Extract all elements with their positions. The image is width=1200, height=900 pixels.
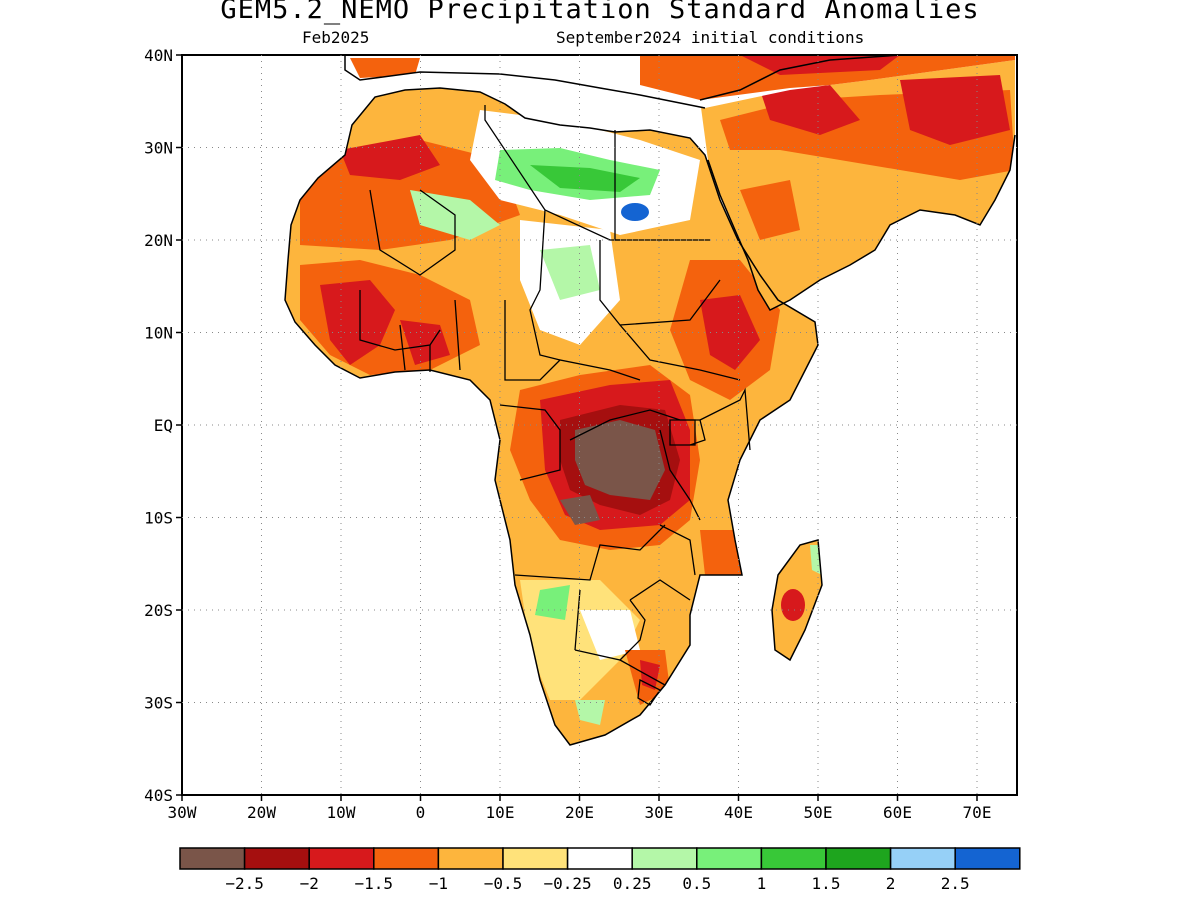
longitude-label: 20W (247, 803, 276, 822)
colorbar-label: 0.25 (613, 874, 652, 893)
country-borders (359, 105, 751, 706)
colorbar-label: −1 (429, 874, 448, 893)
longitude-label: 30W (168, 803, 197, 822)
colorbar-label: 2 (886, 874, 896, 893)
colorbar-swatch (502, 847, 569, 870)
latitude-label: 20N (144, 231, 173, 250)
longitude-label: 30E (645, 803, 674, 822)
colorbar-swatch (889, 847, 956, 870)
forecast-month: Feb2025 (302, 28, 370, 47)
colorbar-label: −2 (300, 874, 319, 893)
longitude-label: 60E (883, 803, 912, 822)
longitude-label: 0 (416, 803, 426, 822)
latitude-axis: 40N 30N 20N 10N EQ 10S 20S 30S 40S (144, 46, 182, 805)
longitude-label: 10W (327, 803, 356, 822)
colorbar-swatch (243, 847, 310, 870)
colorbar-label: −1.5 (355, 874, 394, 893)
colorbar-label: −0.25 (544, 874, 592, 893)
colorbar-swatch (179, 847, 246, 870)
longitude-axis: 30W 20W 10W 0 10E 20E 30E 40E 50E 60E 70E (168, 795, 992, 822)
colorbar-swatch (437, 847, 504, 870)
longitude-label: 50E (804, 803, 833, 822)
latitude-label: 20S (144, 601, 173, 620)
initial-conditions-label: September2024 initial conditions (556, 28, 865, 47)
longitude-label: 70E (963, 803, 992, 822)
colorbar-label: 2.5 (941, 874, 970, 893)
latitude-label: EQ (154, 416, 173, 435)
colorbar-swatch (954, 847, 1021, 870)
colorbar-label: 0.5 (682, 874, 711, 893)
latitude-label: 30S (144, 694, 173, 713)
longitude-label: 40E (724, 803, 753, 822)
colorbar-swatch (308, 847, 375, 870)
colorbar-label: −2.5 (225, 874, 264, 893)
latitude-label: 10S (144, 509, 173, 528)
map-title: GEM5.2_NEMO Precipitation Standard Anoma… (220, 0, 980, 25)
longitude-label: 10E (486, 803, 515, 822)
colorbar-swatch (566, 847, 633, 870)
latitude-label: 10N (144, 324, 173, 343)
colorbar: −2.5 −2 −1.5 −1 −0.5 −0.25 0.25 0.5 1 1.5 2 2.5 (179, 847, 1021, 893)
colorbar-label: 1.5 (812, 874, 841, 893)
colorbar-label: 1 (757, 874, 767, 893)
latitude-label: 30N (144, 139, 173, 158)
colorbar-swatch (696, 847, 763, 870)
colorbar-swatch (760, 847, 827, 870)
latitude-label: 40N (144, 46, 173, 65)
colorbar-swatch (825, 847, 892, 870)
colorbar-swatch (631, 847, 698, 870)
colorbar-swatch (373, 847, 440, 870)
colorbar-label: −0.5 (484, 874, 523, 893)
longitude-label: 20E (565, 803, 594, 822)
latitude-label: 40S (144, 786, 173, 805)
